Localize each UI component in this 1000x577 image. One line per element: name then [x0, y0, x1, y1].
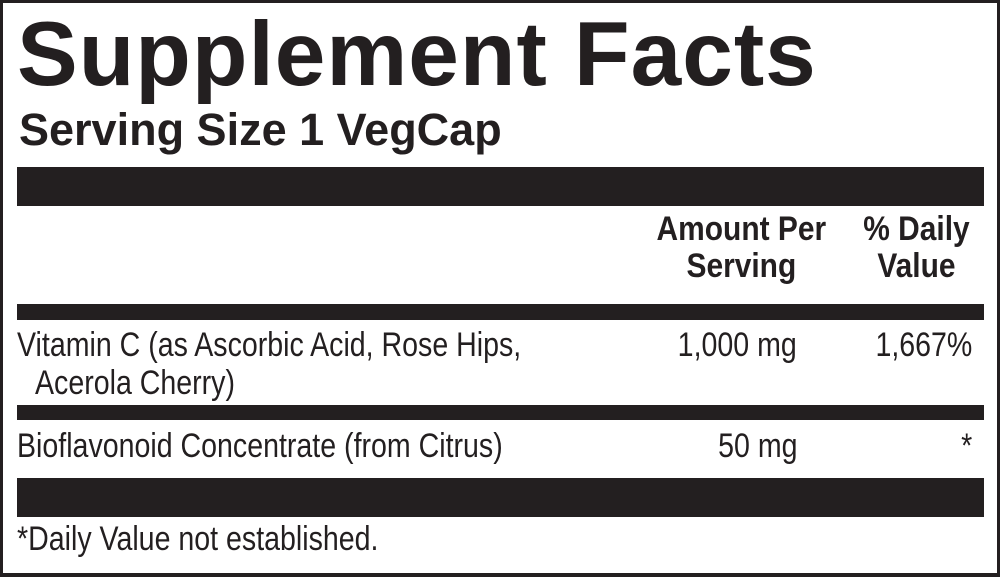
footnote: *Daily Value not established. — [17, 520, 447, 558]
row-vitamin-c-dv: 1,667% — [857, 326, 972, 364]
row-divider — [17, 405, 984, 420]
amount-value: 1,000 mg — [677, 326, 797, 364]
panel-title: Supplement Facts — [17, 4, 817, 105]
daily-value: * — [960, 427, 972, 465]
row-bioflavonoid-amount: 50 mg — [703, 427, 797, 465]
nutrient-name: Bioflavonoid Concentrate (from Citrus) — [17, 427, 503, 465]
amount-header-line2: Serving — [686, 247, 796, 285]
row-bioflavonoid-name: Bioflavonoid Concentrate (from Citrus) — [17, 427, 595, 465]
thick-divider-bottom — [17, 478, 984, 517]
nutrient-name-cont: Acerola Cherry) — [35, 364, 235, 402]
amount-value: 50 mg — [717, 427, 797, 465]
medium-divider — [17, 304, 984, 320]
daily-value-header: % Daily Value — [843, 211, 989, 285]
serving-size: Serving Size 1 VegCap — [19, 104, 502, 155]
row-vitamin-c-amount: 1,000 mg — [655, 326, 797, 364]
nutrient-name: Vitamin C (as Ascorbic Acid, Rose Hips, — [17, 326, 522, 364]
row-vitamin-c-name: Vitamin C (as Ascorbic Acid, Rose Hips, … — [17, 326, 617, 402]
daily-value: 1,667% — [875, 326, 972, 364]
footnote-text: *Daily Value not established. — [17, 520, 379, 558]
amount-per-serving-header: Amount Per Serving — [633, 211, 849, 285]
dv-header-line2: Value — [876, 247, 956, 285]
row-bioflavonoid-dv: * — [959, 427, 972, 465]
dv-header-line1: % Daily — [862, 210, 970, 248]
thick-divider-top — [17, 167, 984, 206]
amount-header-line1: Amount Per — [656, 210, 826, 248]
